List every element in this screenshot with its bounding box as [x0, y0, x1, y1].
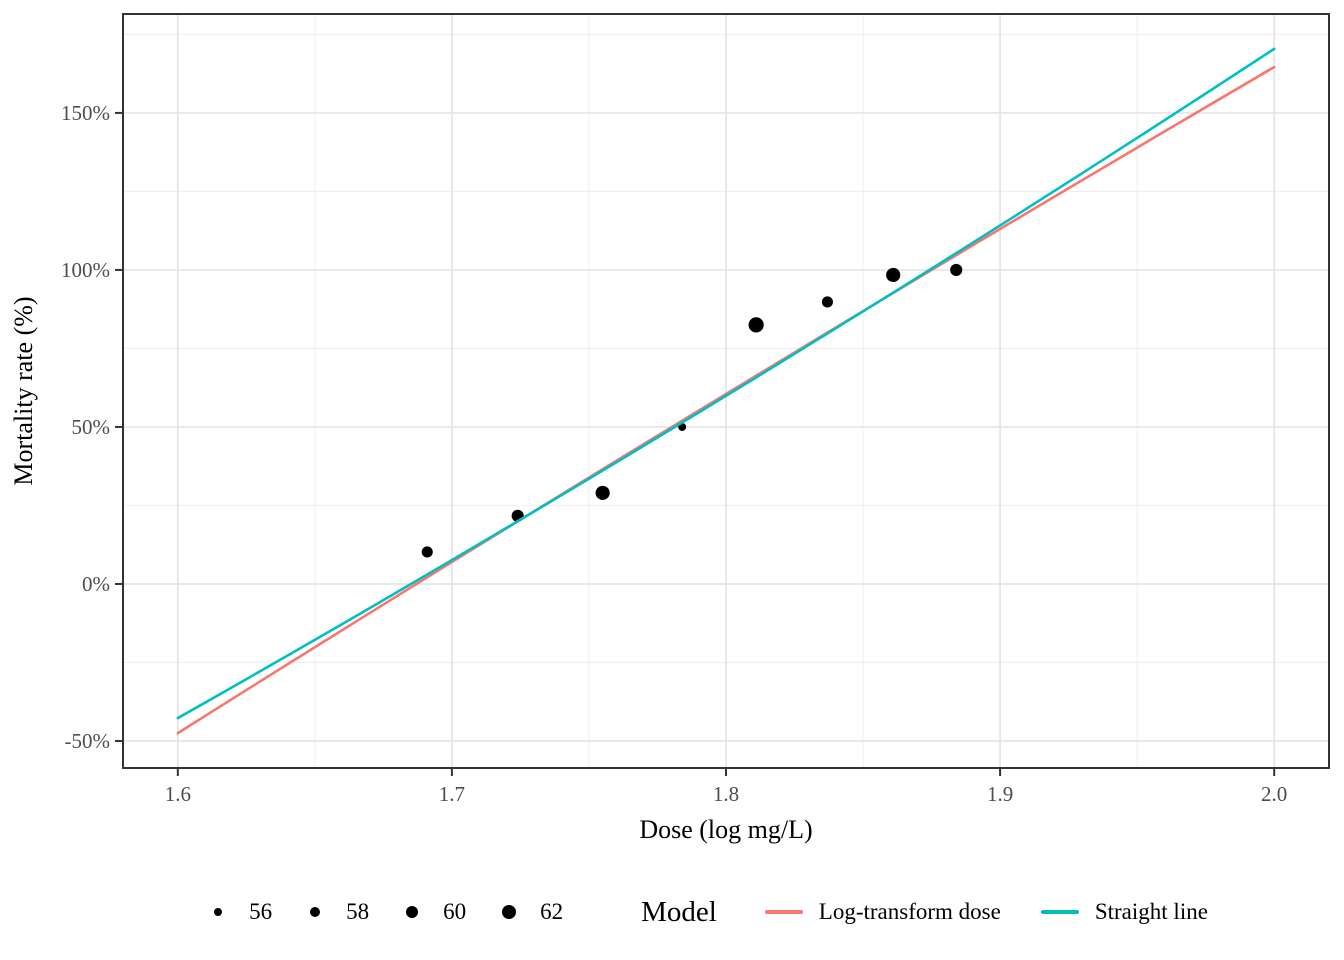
model-legend-title: Model — [641, 895, 717, 928]
x-axis-tick-label: 2.0 — [1261, 782, 1287, 806]
size-legend: 56 58 60 62 — [209, 899, 597, 925]
size-legend-item: 62 — [500, 899, 563, 925]
plot-svg: 1.6 1.7 1.8 1.9 2.0 -50% 0% 50% 100% 150% Dose (l… — [9, 13, 1330, 844]
x-axis-title: Dose (log mg/L) — [639, 815, 812, 844]
model-legend-label: Straight line — [1094, 899, 1208, 924]
y-axis-tick-label: 0% — [82, 572, 110, 596]
size-legend-label: 62 — [540, 899, 564, 924]
dot-icon — [310, 906, 321, 918]
fit-line-straight-line — [176, 47, 1276, 720]
data-point — [748, 317, 764, 333]
plot-panel-border — [122, 13, 1330, 769]
x-axis-tick-label: 1.9 — [987, 782, 1013, 806]
size-legend-label: 60 — [443, 899, 467, 924]
model-legend-item: Log-transform dose — [764, 899, 1001, 925]
model-legend: Log-transform dose Straight line — [747, 899, 1230, 925]
dot-icon — [502, 904, 517, 920]
size-legend-dot-icon — [306, 903, 324, 921]
legend: 56 58 60 62 Model Log-transform dose Straigh… — [95, 889, 1344, 935]
size-legend-dot-icon — [209, 903, 227, 921]
model-legend-item: Straight line — [1040, 899, 1208, 925]
y-axis-tick-label: 50% — [72, 415, 111, 439]
data-point — [950, 263, 963, 276]
x-axis-tick-label: 1.6 — [165, 782, 191, 806]
dot-icon — [214, 908, 223, 916]
x-axis-tick-label: 1.7 — [439, 782, 465, 806]
legend-line-key-icon — [764, 910, 803, 914]
data-point — [421, 546, 433, 558]
y-axis-tick-label: 150% — [61, 101, 110, 125]
dot-icon — [406, 905, 419, 919]
size-legend-item: 58 — [306, 899, 369, 925]
size-legend-label: 56 — [249, 899, 273, 924]
data-point — [886, 267, 901, 283]
x-axis-tick-label: 1.8 — [713, 782, 739, 806]
y-axis-tick-label: -50% — [65, 729, 111, 753]
y-axis-tick-label: 100% — [61, 258, 110, 282]
size-legend-item: 60 — [403, 899, 466, 925]
model-legend-label: Log-transform dose — [818, 899, 1001, 924]
data-point — [821, 296, 833, 308]
size-legend-dot-icon — [500, 903, 518, 921]
data-point — [595, 485, 610, 500]
fit-line-log-transform-dose — [176, 65, 1276, 735]
size-legend-item: 56 — [209, 899, 272, 925]
size-legend-label: 58 — [346, 899, 370, 924]
y-axis-title: Mortality rate (%) — [9, 296, 38, 485]
legend-line-key-icon — [1040, 910, 1079, 914]
size-legend-dot-icon — [403, 903, 421, 921]
